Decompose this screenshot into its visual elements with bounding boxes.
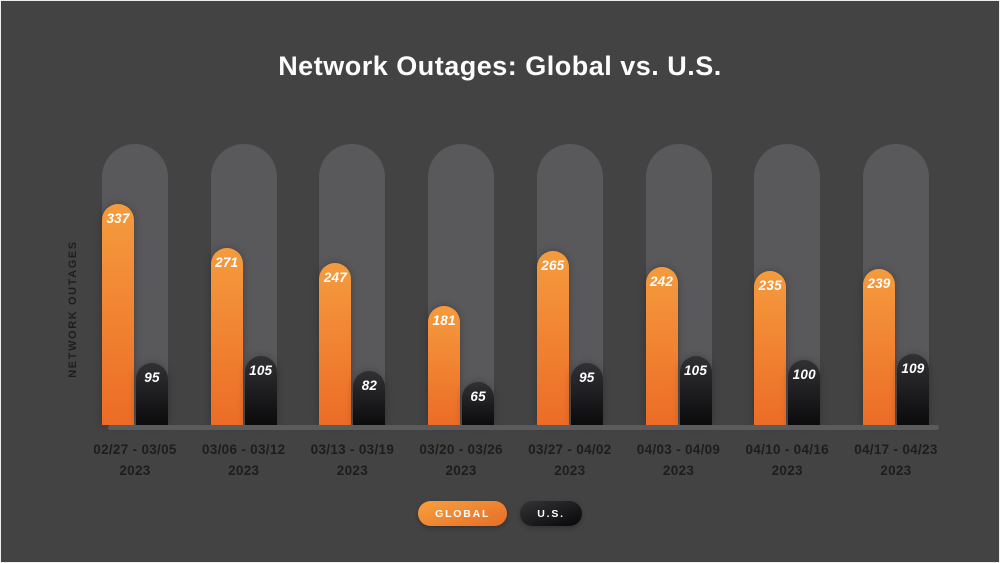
x-axis-label: 03/27 - 04/02 2023 bbox=[495, 440, 645, 482]
global-value-label: 271 bbox=[215, 254, 239, 270]
legend-item-global[interactable]: GLOBAL bbox=[418, 501, 508, 526]
x-axis-label-year: 2023 bbox=[880, 462, 912, 478]
x-axis-label-year: 2023 bbox=[771, 462, 803, 478]
bar-group: 235 100 04/10 - 04/16 2023 bbox=[745, 144, 829, 478]
global-value-label: 265 bbox=[541, 258, 565, 274]
us-value-label: 105 bbox=[683, 363, 708, 379]
global-value-label: 239 bbox=[867, 275, 891, 291]
bar-group: 242 105 04/03 - 04/09 2023 bbox=[637, 144, 720, 478]
legend-us-label: U.S. bbox=[537, 507, 565, 520]
global-value-label: 247 bbox=[323, 270, 347, 286]
x-axis-label-year: 2023 bbox=[119, 462, 151, 478]
global-bar: 265 bbox=[536, 251, 569, 425]
us-bar: 95 bbox=[570, 362, 603, 425]
x-axis-label-range: 03/20 - 03/26 bbox=[419, 442, 503, 457]
us-value-label: 105 bbox=[249, 363, 273, 379]
x-axis-label-range: 04/17 - 04/23 bbox=[854, 442, 938, 457]
global-value-label: 181 bbox=[432, 313, 456, 329]
bar-group: 265 95 03/27 - 04/02 2023 bbox=[528, 144, 611, 478]
x-axis-label-range: 03/27 - 04/02 bbox=[528, 442, 612, 457]
x-axis-label-year: 2023 bbox=[228, 462, 260, 478]
legend-global-label: GLOBAL bbox=[435, 507, 491, 520]
us-bar: 95 bbox=[136, 362, 168, 425]
x-axis-line bbox=[108, 425, 939, 430]
legend: GLOBAL U.S. bbox=[1, 501, 999, 526]
global-value-label: 337 bbox=[106, 211, 130, 227]
bar-group: 239 109 04/17 - 04/23 2023 bbox=[854, 144, 937, 478]
bar-group: 337 95 02/27 - 03/05 2023 bbox=[93, 144, 176, 478]
global-bar: 242 bbox=[645, 266, 678, 425]
bar-group: 247 82 03/13 - 03/19 2023 bbox=[311, 144, 394, 478]
legend-item-us[interactable]: U.S. bbox=[520, 501, 582, 526]
us-value-label: 82 bbox=[361, 378, 378, 394]
x-axis-label: 04/03 - 04/09 2023 bbox=[604, 440, 754, 482]
bar-group: 271 105 03/06 - 03/12 2023 bbox=[202, 144, 285, 478]
us-bar: 105 bbox=[244, 356, 277, 425]
x-axis-label-range: 04/10 - 04/16 bbox=[745, 442, 829, 457]
us-bar: 105 bbox=[679, 356, 712, 425]
us-bar: 100 bbox=[788, 359, 821, 425]
x-axis-label-range: 02/27 - 03/05 bbox=[93, 442, 177, 457]
x-axis-label: 03/06 - 03/12 2023 bbox=[169, 440, 319, 482]
us-value-label: 95 bbox=[579, 369, 595, 385]
global-bar: 271 bbox=[210, 247, 243, 425]
plot-area: 337 95 02/27 - 03/05 2023 271 105 03/06 … bbox=[93, 144, 937, 478]
x-axis-label: 02/27 - 03/05 2023 bbox=[60, 440, 210, 482]
y-axis-label: NETWORK OUTAGES bbox=[67, 240, 79, 378]
x-axis-label-range: 03/13 - 03/19 bbox=[310, 442, 395, 457]
us-bar: 109 bbox=[896, 353, 929, 425]
global-bar: 235 bbox=[754, 271, 787, 425]
bar-group: 181 65 03/20 - 03/26 2023 bbox=[419, 144, 503, 478]
chart-title: Network Outages: Global vs. U.S. bbox=[278, 51, 722, 81]
x-axis-label-year: 2023 bbox=[662, 462, 695, 478]
us-value-label: 65 bbox=[470, 389, 486, 405]
global-value-label: 242 bbox=[649, 273, 674, 289]
x-axis-label: 03/13 - 03/19 2023 bbox=[277, 440, 427, 482]
x-axis-label: 03/20 - 03/26 2023 bbox=[386, 440, 536, 482]
x-axis-label-year: 2023 bbox=[445, 462, 477, 478]
us-bar: 82 bbox=[353, 371, 386, 425]
global-bar: 181 bbox=[428, 306, 461, 425]
us-value-label: 109 bbox=[901, 360, 925, 376]
x-axis-label-year: 2023 bbox=[336, 462, 369, 478]
x-axis-label-range: 04/03 - 04/09 bbox=[636, 442, 721, 457]
global-bar: 239 bbox=[862, 268, 895, 425]
global-value-label: 235 bbox=[758, 278, 782, 294]
global-bar: 337 bbox=[102, 204, 134, 425]
x-axis-label-range: 03/06 - 03/12 bbox=[201, 442, 286, 457]
x-axis-label: 04/17 - 04/23 2023 bbox=[821, 440, 971, 482]
us-bar: 65 bbox=[462, 382, 495, 425]
global-bar: 247 bbox=[319, 263, 352, 425]
us-value-label: 100 bbox=[792, 366, 816, 382]
x-axis-label-year: 2023 bbox=[554, 462, 586, 478]
x-axis-label: 04/10 - 04/16 2023 bbox=[712, 440, 862, 482]
us-value-label: 95 bbox=[144, 369, 160, 385]
